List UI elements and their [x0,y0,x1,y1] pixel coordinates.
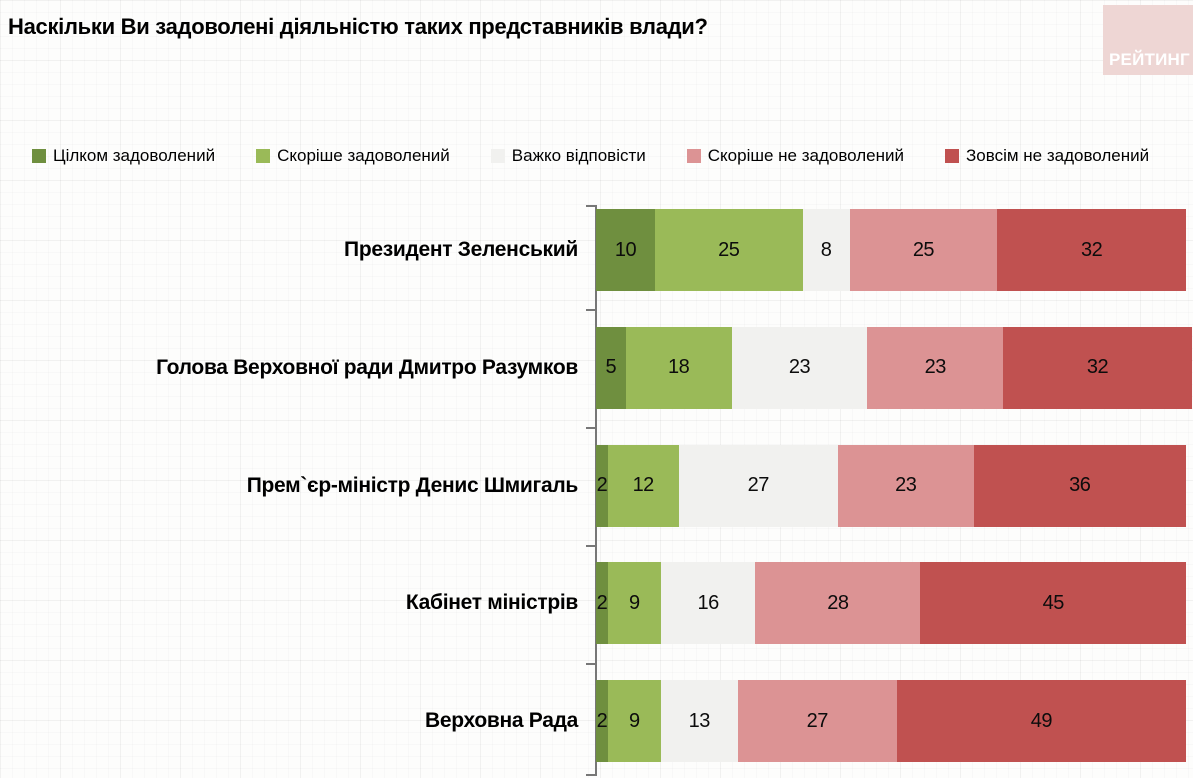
bar-segment: 9 [607,562,661,645]
legend-label: Скоріше задоволений [277,146,450,165]
legend-item: Зовсім не задоволений [945,146,1149,166]
legend-swatch-icon [32,149,46,163]
bar-segment: 5 [596,326,626,409]
category-label: Президент Зеленський [344,238,578,261]
bar-segment: 12 [607,444,679,527]
category-label: Прем`єр-міністр Денис Шмигаль [246,473,579,497]
bar-segment: 10 [596,209,655,291]
legend-label: Скоріше не задоволений [707,146,905,165]
bar-segment: 25 [655,209,803,291]
stacked-bar: 2 12 27 23 36 [596,444,1186,527]
stacked-bar: 5 18 23 23 32 [596,326,1192,409]
legend-item: Важко відповісти [490,146,646,166]
rating-group-logo: РЕЙТИНГ [1103,5,1193,75]
category-label: Верховна Рада [424,709,578,732]
legend-item: Скоріше задоволений [256,146,450,166]
chart-row: Кабінет міністрів 2 9 16 28 45 [0,562,1193,645]
axis-tick [586,309,595,311]
legend-item: Цілком задоволений [32,146,215,166]
legend-label: Важко відповісти [511,146,646,165]
legend-swatch-icon [945,149,960,163]
bar-segment: 9 [607,680,661,762]
legend-label: Цілком задоволений [53,146,216,165]
axis-tick [586,426,595,429]
stacked-bar: 2 9 16 28 45 [596,562,1186,645]
bar-segment: 27 [737,680,897,762]
rating-logo-text: РЕЙТИНГ [1109,50,1190,69]
legend-label: Зовсім не задоволений [966,146,1150,165]
bar-segment: 2 [596,562,608,645]
stacked-bar: 10 25 8 25 32 [596,209,1186,291]
bar-segment: 16 [660,562,756,645]
bar-segment: 28 [755,562,921,645]
chart-row: Голова Верховної ради Дмитро Разумков 5 18… [0,326,1193,409]
legend-swatch-icon [256,149,271,163]
legend-swatch-icon [490,149,505,163]
chart-row: Верховна Рада 2 9 13 27 49 [0,680,1193,762]
bar-segment: 23 [867,326,1004,409]
bar-segment: 23 [837,444,974,527]
category-label: Голова Верховної ради Дмитро Разумков [156,355,578,379]
bar-segment: 25 [849,209,998,291]
bar-segment: 23 [731,326,868,409]
axis-tick [586,205,595,207]
chart-row: Прем`єр-міністр Денис Шмигаль 2 12 27 23 36 [0,444,1193,527]
axis-tick [586,662,595,665]
bar-segment: 36 [973,444,1186,527]
axis-tick [586,774,595,776]
bar-segment: 13 [660,680,738,762]
bar-segment: 32 [997,209,1186,291]
category-label: Кабінет міністрів [405,591,578,615]
bar-segment: 2 [596,444,608,527]
bar-segment: 8 [802,209,850,291]
bar-segment: 32 [1003,326,1192,409]
chart-row: Президент Зеленський 10 25 8 25 32 [0,209,1193,291]
bar-segment: 49 [896,680,1186,762]
stacked-bar-chart: Президент Зеленський 10 25 8 25 32 Голова Верх… [0,205,1193,778]
legend-swatch-icon [686,149,701,163]
bar-segment: 2 [596,680,608,762]
bar-segment: 45 [920,562,1186,645]
stacked-bar: 2 9 13 27 49 [596,680,1186,762]
chart-title: Наскільки Ви задоволені діяльністю таких… [8,14,708,39]
axis-tick [586,544,595,547]
bar-segment: 18 [625,326,732,409]
legend-item: Скоріше не задоволений [686,146,905,166]
bar-segment: 27 [678,444,838,527]
chart-legend: Цілком задоволений Скоріше задоволений Важ… [32,146,1173,166]
